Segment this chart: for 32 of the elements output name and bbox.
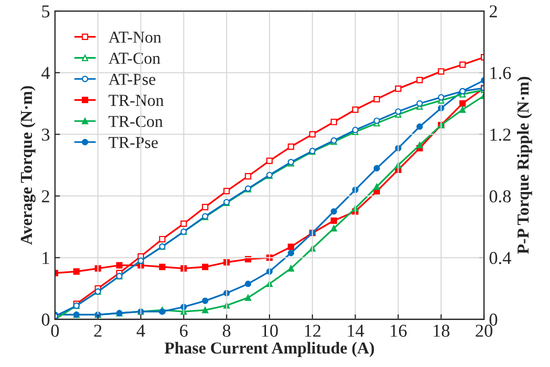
y-tick-label: 3 [42, 128, 50, 141]
y-tick-label: 4 [41, 67, 50, 79]
x-axis-title: Phase Current Amplitude (A) [164, 342, 374, 358]
x-tick-label: 12 [304, 324, 320, 337]
y2-axis-title: P-P Torque Ripple (N·m) [516, 76, 532, 254]
legend-label: TR-Non [108, 94, 164, 106]
y2-tick-label: 2 [490, 5, 497, 18]
legend-label: TR-Con [108, 116, 163, 128]
legend-label: AT-Con [108, 52, 160, 64]
legend-label: AT-Non [108, 32, 162, 43]
y2-tick-label: 0.8 [490, 190, 511, 202]
y-tick-label: 1 [42, 252, 50, 264]
y2-tick-label: 1.6 [490, 66, 511, 80]
y-tick-label: 5 [42, 5, 50, 18]
x-tick-label: 0 [51, 324, 59, 337]
x-tick-label: 8 [222, 324, 230, 337]
y-tick-label: 0 [42, 314, 50, 326]
x-tick-label: 10 [262, 324, 278, 337]
legend-label: AT-Pse [108, 74, 156, 85]
y-tick-label: 2 [42, 190, 50, 202]
x-tick-label: 16 [390, 324, 407, 337]
y2-tick-label: 1.2 [490, 128, 510, 141]
x-tick-label: 18 [434, 324, 450, 337]
x-tick-label: 20 [476, 324, 492, 337]
x-tick-label: 14 [348, 324, 364, 337]
legend-label: TR-Pse [108, 137, 158, 148]
y2-tick-label: 0.4 [490, 252, 512, 264]
y-axis-title: Average Torque (N·m) [20, 86, 36, 245]
y2-tick-label: 0 [490, 314, 498, 326]
x-tick-label: 6 [180, 324, 188, 337]
x-tick-label: 2 [94, 324, 102, 337]
x-tick-label: 4 [136, 324, 146, 337]
